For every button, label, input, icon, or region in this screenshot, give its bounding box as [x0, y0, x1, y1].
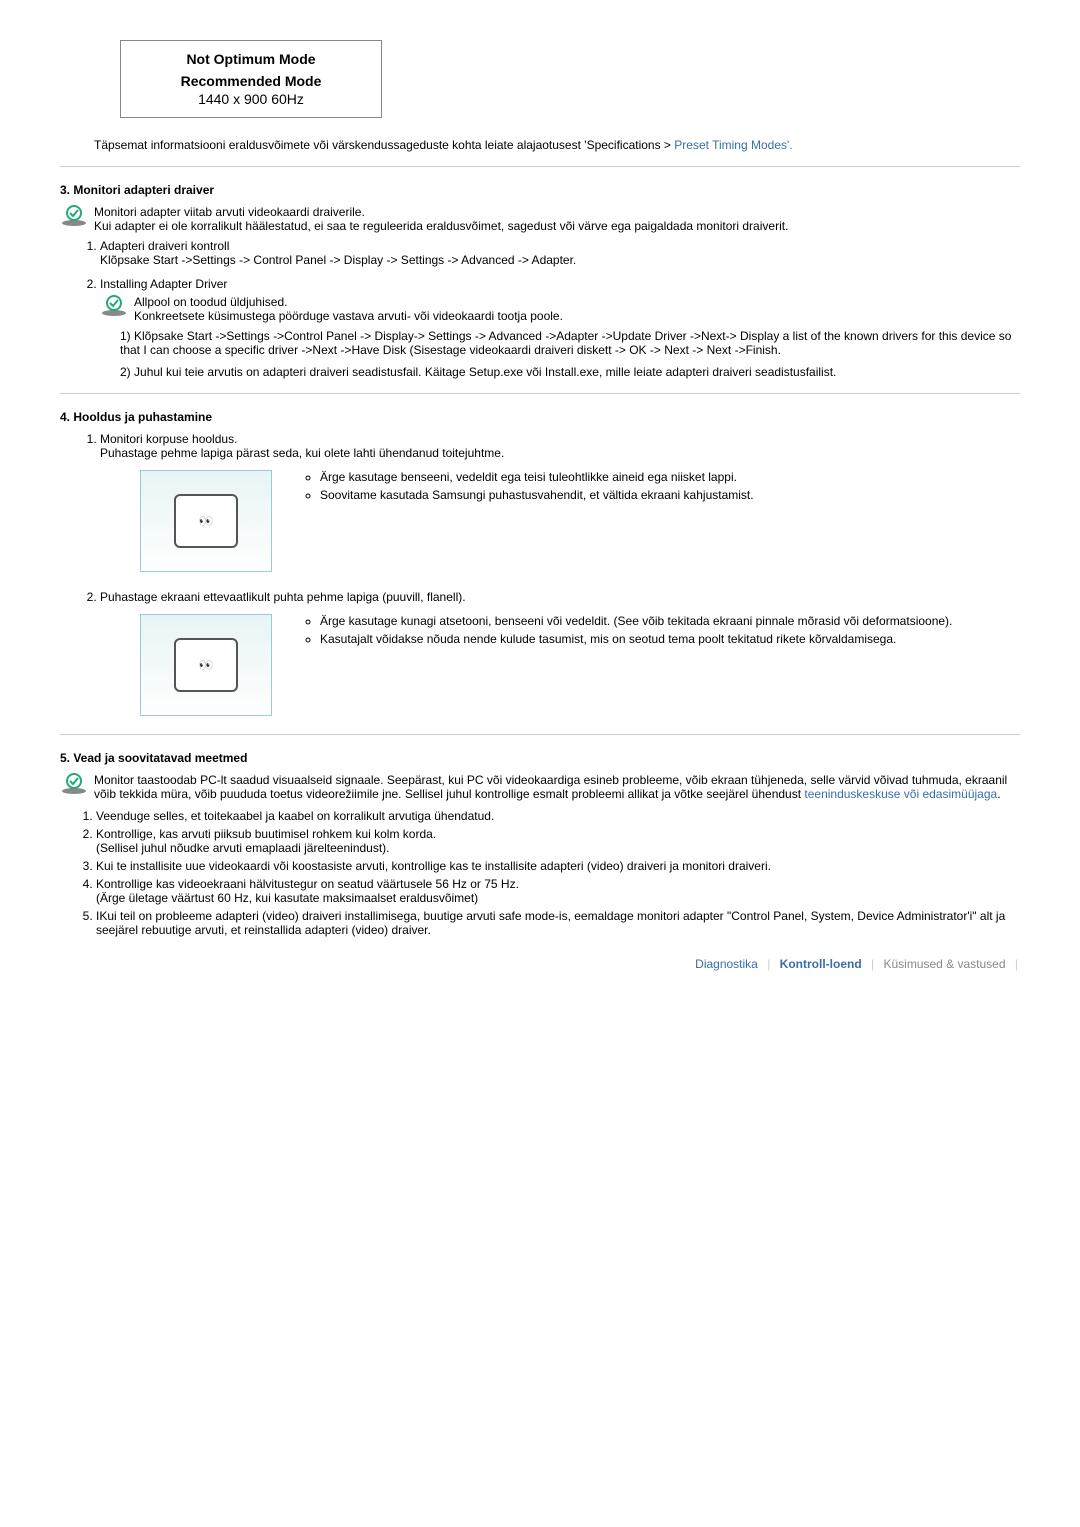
- tab-kontroll-loend[interactable]: Kontroll-loend: [780, 957, 862, 971]
- divider: [60, 166, 1020, 167]
- tab-separator: |: [1015, 957, 1018, 971]
- note-icon: [60, 773, 94, 798]
- list-item: Kontrollige kas videoekraani hälvitusteg…: [96, 877, 1020, 905]
- paren-marker: 1): [120, 329, 131, 343]
- note-icon: [60, 205, 94, 230]
- item-2-title: Installing Adapter Driver: [100, 277, 227, 291]
- note-icon: [100, 295, 134, 320]
- list-item: Veenduge selles, et toitekaabel ja kaabe…: [96, 809, 1020, 823]
- divider: [60, 734, 1020, 735]
- clean-bullets-2: Ärge kasutage kunagi atsetooni, benseeni…: [302, 614, 952, 650]
- clean-bullets-1: Ärge kasutage benseeni, vedeldit ega tei…: [302, 470, 754, 506]
- li2a: Kontrollige, kas arvuti piiksub buutimis…: [96, 827, 436, 841]
- mode-box: Not Optimum Mode Recommended Mode 1440 x…: [120, 40, 382, 118]
- list-item: Ärge kasutage benseeni, vedeldit ega tei…: [320, 470, 754, 484]
- list-item: Monitori korpuse hooldus. Puhastage pehm…: [100, 432, 1020, 572]
- note-text-col: Allpool on toodud üldjuhised. Konkreetse…: [134, 295, 1020, 323]
- tab-separator: |: [767, 957, 770, 971]
- item-1-text: Klõpsake Start ->Settings -> Control Pan…: [100, 253, 576, 267]
- list-item: Kasutajalt võidakse nõuda nende kulude t…: [320, 632, 952, 646]
- mode-line-1: Not Optimum Mode: [121, 51, 381, 67]
- intro-paragraph: Täpsemat informatsiooni eraldusvõimete v…: [94, 138, 1020, 152]
- list-item: Puhastage ekraani ettevaatlikult puhta p…: [100, 590, 1020, 716]
- preset-timing-link[interactable]: Preset Timing Modes'.: [674, 138, 792, 152]
- section-4-list: Monitori korpuse hooldus. Puhastage pehm…: [60, 432, 1020, 716]
- sub-1-text: Klõpsake Start ->Settings ->Control Pane…: [120, 329, 1011, 357]
- face-icon: 👀: [199, 514, 214, 528]
- section-3-note-1: Monitori adapter viitab arvuti videokaar…: [94, 205, 365, 219]
- mode-line-3: 1440 x 900 60Hz: [121, 91, 381, 107]
- list-item: Kontrollige, kas arvuti piiksub buutimis…: [96, 827, 1020, 855]
- monitor-graphic: 👀: [174, 494, 238, 548]
- item-1-title: Monitori korpuse hooldus.: [100, 432, 237, 446]
- list-item: IKui teil on probleeme adapteri (video) …: [96, 909, 1020, 937]
- list-item: 1) Klõpsake Start ->Settings ->Control P…: [120, 329, 1020, 357]
- tab-diagnostika[interactable]: Diagnostika: [695, 957, 758, 971]
- list-item: Soovitame kasutada Samsungi puhastusvahe…: [320, 488, 754, 502]
- item-2-sublist: 1) Klõpsake Start ->Settings ->Control P…: [100, 329, 1020, 379]
- monitor-cleaning-image: 👀: [140, 614, 272, 716]
- mode-line-2: Recommended Mode: [121, 73, 381, 89]
- list-item: Ärge kasutage kunagi atsetooni, benseeni…: [320, 614, 952, 628]
- section-3-note-2: Kui adapter ei ole korralikult häälestat…: [94, 219, 788, 233]
- face-icon: 👀: [199, 658, 214, 672]
- section-3-list: Adapteri draiveri kontroll Klõpsake Star…: [60, 239, 1020, 379]
- section-4-title: 4. Hooldus ja puhastamine: [60, 410, 1020, 424]
- clean-row-1: 👀 Ärge kasutage benseeni, vedeldit ega t…: [140, 470, 1020, 572]
- note-text-col: Monitor taastoodab PC-lt saadud visuaals…: [94, 773, 1020, 801]
- clean-row-2: 👀 Ärge kasutage kunagi atsetooni, bensee…: [140, 614, 1020, 716]
- item-2-note-row: Allpool on toodud üldjuhised. Konkreetse…: [100, 295, 1020, 323]
- note-text-col: Monitori adapter viitab arvuti videokaar…: [94, 205, 1020, 233]
- footer-tabs: Diagnostika | Kontroll-loend | Küsimused…: [60, 957, 1020, 971]
- monitor-cleaning-image: 👀: [140, 470, 272, 572]
- section-5-note-row: Monitor taastoodab PC-lt saadud visuaals…: [60, 773, 1020, 801]
- li4b: (Ärge ületage väärtust 60 Hz, kui kasuta…: [96, 891, 478, 905]
- section-3-note-row: Monitori adapter viitab arvuti videokaar…: [60, 205, 1020, 233]
- service-center-link[interactable]: teeninduskeskuse või edasimüüjaga: [804, 787, 997, 801]
- list-item: Adapteri draiveri kontroll Klõpsake Star…: [100, 239, 1020, 267]
- note-end: .: [997, 787, 1000, 801]
- item-2-note-a: Allpool on toodud üldjuhised.: [134, 295, 287, 309]
- sub-2-text: Juhul kui teie arvutis on adapteri draiv…: [134, 365, 836, 379]
- section-3-title: 3. Monitori adapteri draiver: [60, 183, 1020, 197]
- list-item: 2) Juhul kui teie arvutis on adapteri dr…: [120, 365, 1020, 379]
- list-item: Installing Adapter Driver Allpool on too…: [100, 277, 1020, 379]
- tab-kusimused[interactable]: Küsimused & vastused: [883, 957, 1005, 971]
- li4a: Kontrollige kas videoekraani hälvitusteg…: [96, 877, 519, 891]
- section-5-list: Veenduge selles, et toitekaabel ja kaabe…: [60, 809, 1020, 937]
- paren-marker: 2): [120, 365, 131, 379]
- item-2-title: Puhastage ekraani ettevaatlikult puhta p…: [100, 590, 466, 604]
- list-item: Kui te installisite uue videokaardi või …: [96, 859, 1020, 873]
- monitor-graphic: 👀: [174, 638, 238, 692]
- divider: [60, 393, 1020, 394]
- item-1-text: Puhastage pehme lapiga pärast seda, kui …: [100, 446, 504, 460]
- section-5-title: 5. Vead ja soovitatavad meetmed: [60, 751, 1020, 765]
- item-1-title: Adapteri draiveri kontroll: [100, 239, 229, 253]
- li2b: (Sellisel juhul nõudke arvuti emaplaadi …: [96, 841, 390, 855]
- item-2-note-b: Konkreetsete küsimustega pöörduge vastav…: [134, 309, 563, 323]
- intro-text: Täpsemat informatsiooni eraldusvõimete v…: [94, 138, 674, 152]
- tab-separator: |: [871, 957, 874, 971]
